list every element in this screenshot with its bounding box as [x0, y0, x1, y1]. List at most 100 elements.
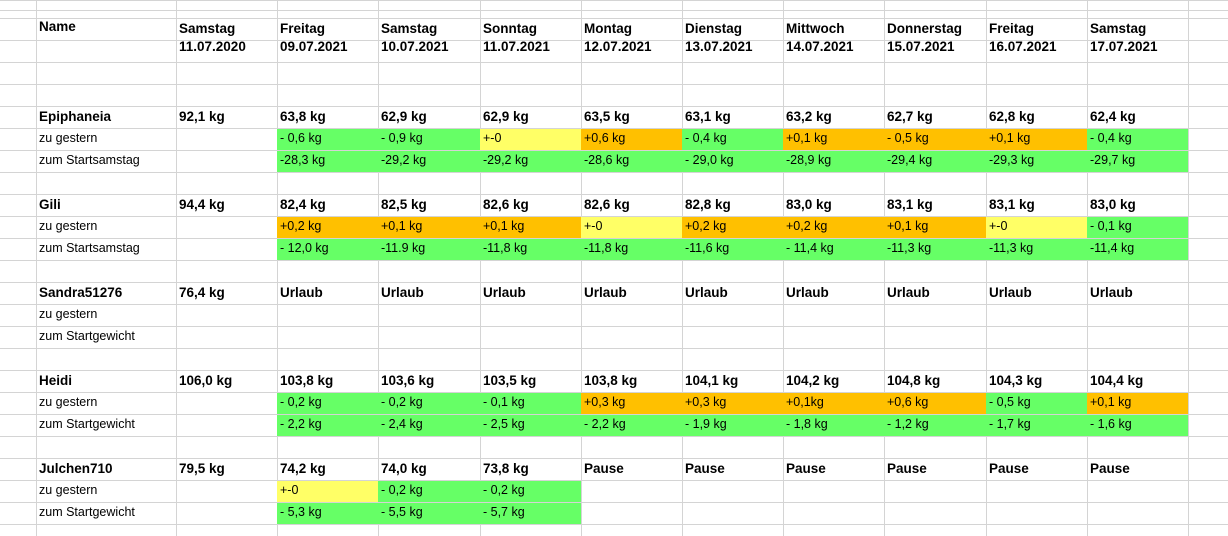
- row-label-cell[interactable]: zu gestern: [39, 483, 98, 497]
- row-label-cell[interactable]: zum Startsamstag: [39, 153, 140, 167]
- daily-change-cell[interactable]: +-0: [280, 483, 299, 497]
- total-change-cell[interactable]: - 2,5 kg: [483, 417, 525, 431]
- total-change-cell[interactable]: - 2,2 kg: [584, 417, 626, 431]
- weight-cell[interactable]: 62,9 kg: [381, 109, 427, 124]
- daily-change-cell[interactable]: - 0,4 kg: [1090, 131, 1132, 145]
- row-label-cell[interactable]: zu gestern: [39, 307, 98, 321]
- person-name-cell[interactable]: Gili: [39, 197, 61, 212]
- total-change-cell[interactable]: -29,7 kg: [1090, 153, 1136, 167]
- total-change-cell[interactable]: -11,8 kg: [584, 241, 629, 255]
- daily-change-cell[interactable]: - 0,4 kg: [685, 131, 727, 145]
- daily-change-cell[interactable]: - 0,2 kg: [381, 483, 423, 497]
- weight-cell[interactable]: 82,6 kg: [584, 197, 630, 212]
- weight-cell[interactable]: Urlaub: [989, 285, 1032, 300]
- row-label-cell[interactable]: zum Startgewicht: [39, 417, 135, 431]
- header-weekday-cell[interactable]: Donnerstag: [887, 21, 963, 36]
- total-change-cell[interactable]: -11,8 kg: [483, 241, 528, 255]
- weight-cell[interactable]: Pause: [584, 461, 624, 476]
- weight-cell[interactable]: 103,8 kg: [280, 373, 334, 388]
- start-weight-cell[interactable]: 94,4 kg: [179, 197, 225, 212]
- weight-cell[interactable]: 62,8 kg: [989, 109, 1035, 124]
- weight-cell[interactable]: 63,5 kg: [584, 109, 630, 124]
- row-label-cell[interactable]: zu gestern: [39, 131, 98, 145]
- daily-change-cell[interactable]: +0,1 kg: [786, 131, 828, 145]
- weight-cell[interactable]: 63,1 kg: [685, 109, 731, 124]
- total-change-cell[interactable]: - 29,0 kg: [685, 153, 734, 167]
- weight-cell[interactable]: 83,0 kg: [786, 197, 832, 212]
- weight-cell[interactable]: Urlaub: [483, 285, 526, 300]
- weight-cell[interactable]: Pause: [989, 461, 1029, 476]
- weight-cell[interactable]: Pause: [786, 461, 826, 476]
- daily-change-cell[interactable]: - 0,5 kg: [989, 395, 1031, 409]
- daily-change-cell[interactable]: +0,2 kg: [786, 219, 828, 233]
- header-weekday-cell[interactable]: Montag: [584, 21, 632, 36]
- total-change-cell[interactable]: -11,6 kg: [685, 241, 730, 255]
- header-date-cell[interactable]: 17.07.2021: [1090, 39, 1158, 54]
- daily-change-cell[interactable]: +0,1 kg: [483, 219, 525, 233]
- header-weekday-cell[interactable]: Sonntag: [483, 21, 537, 36]
- daily-change-cell[interactable]: - 0,5 kg: [887, 131, 929, 145]
- daily-change-cell[interactable]: - 0,2 kg: [483, 483, 525, 497]
- weight-cell[interactable]: 82,4 kg: [280, 197, 326, 212]
- header-weekday-cell[interactable]: Mittwoch: [786, 21, 845, 36]
- start-weight-cell[interactable]: 76,4 kg: [179, 285, 225, 300]
- header-date-cell[interactable]: 10.07.2021: [381, 39, 449, 54]
- weight-cell[interactable]: 103,6 kg: [381, 373, 435, 388]
- daily-change-cell[interactable]: +0,1kg: [786, 395, 824, 409]
- weight-cell[interactable]: Urlaub: [280, 285, 323, 300]
- total-change-cell[interactable]: -28,9 kg: [786, 153, 832, 167]
- weight-cell[interactable]: 104,2 kg: [786, 373, 840, 388]
- weight-cell[interactable]: Pause: [887, 461, 927, 476]
- total-change-cell[interactable]: -28,6 kg: [584, 153, 630, 167]
- total-change-cell[interactable]: -11.9 kg: [381, 241, 426, 255]
- daily-change-cell[interactable]: +0,1 kg: [381, 219, 423, 233]
- header-date-cell[interactable]: 13.07.2021: [685, 39, 753, 54]
- total-change-cell[interactable]: -29,2 kg: [381, 153, 427, 167]
- weight-cell[interactable]: 103,5 kg: [483, 373, 537, 388]
- header-date-cell[interactable]: 16.07.2021: [989, 39, 1057, 54]
- header-weekday-cell[interactable]: Freitag: [280, 21, 326, 36]
- daily-change-cell[interactable]: +0,3 kg: [685, 395, 727, 409]
- header-date-cell[interactable]: 12.07.2021: [584, 39, 652, 54]
- total-change-cell[interactable]: - 2,4 kg: [381, 417, 423, 431]
- weight-cell[interactable]: 82,5 kg: [381, 197, 427, 212]
- weight-cell[interactable]: Urlaub: [584, 285, 627, 300]
- weight-cell[interactable]: 63,8 kg: [280, 109, 326, 124]
- daily-change-cell[interactable]: - 0,1 kg: [483, 395, 525, 409]
- daily-change-cell[interactable]: - 0,2 kg: [381, 395, 423, 409]
- weight-cell[interactable]: 74,0 kg: [381, 461, 427, 476]
- weight-cell[interactable]: 82,6 kg: [483, 197, 529, 212]
- total-change-cell[interactable]: - 5,7 kg: [483, 505, 525, 519]
- header-date-cell[interactable]: 11.07.2020: [179, 39, 246, 54]
- weight-cell[interactable]: 74,2 kg: [280, 461, 326, 476]
- header-date-cell[interactable]: 11.07.2021: [483, 39, 550, 54]
- weight-cell[interactable]: Pause: [685, 461, 725, 476]
- total-change-cell[interactable]: -11,3 kg: [887, 241, 932, 255]
- weight-cell[interactable]: 104,1 kg: [685, 373, 739, 388]
- total-change-cell[interactable]: -11,4 kg: [1090, 241, 1135, 255]
- daily-change-cell[interactable]: +0,6 kg: [887, 395, 929, 409]
- total-change-cell[interactable]: - 2,2 kg: [280, 417, 322, 431]
- start-weight-cell[interactable]: 79,5 kg: [179, 461, 225, 476]
- weight-cell[interactable]: 104,3 kg: [989, 373, 1043, 388]
- header-weekday-cell[interactable]: Freitag: [989, 21, 1035, 36]
- person-name-cell[interactable]: Epiphaneia: [39, 109, 112, 124]
- start-weight-cell[interactable]: 106,0 kg: [179, 373, 233, 388]
- weight-cell[interactable]: 83,1 kg: [989, 197, 1035, 212]
- weight-cell[interactable]: Urlaub: [1090, 285, 1133, 300]
- total-change-cell[interactable]: - 1,8 kg: [786, 417, 828, 431]
- person-name-cell[interactable]: Sandra51276: [39, 285, 123, 300]
- weight-cell[interactable]: Urlaub: [786, 285, 829, 300]
- header-weekday-cell[interactable]: Samstag: [381, 21, 438, 36]
- daily-change-cell[interactable]: - 0,1 kg: [1090, 219, 1132, 233]
- total-change-cell[interactable]: - 5,3 kg: [280, 505, 322, 519]
- weight-cell[interactable]: 62,9 kg: [483, 109, 529, 124]
- daily-change-cell[interactable]: +0,1 kg: [989, 131, 1031, 145]
- total-change-cell[interactable]: -29,3 kg: [989, 153, 1035, 167]
- header-name-cell[interactable]: Name: [39, 19, 76, 34]
- header-weekday-cell[interactable]: Samstag: [1090, 21, 1147, 36]
- weight-cell[interactable]: 104,4 kg: [1090, 373, 1144, 388]
- weight-cell[interactable]: 83,1 kg: [887, 197, 933, 212]
- total-change-cell[interactable]: - 11,4 kg: [786, 241, 834, 255]
- weight-cell[interactable]: 62,7 kg: [887, 109, 933, 124]
